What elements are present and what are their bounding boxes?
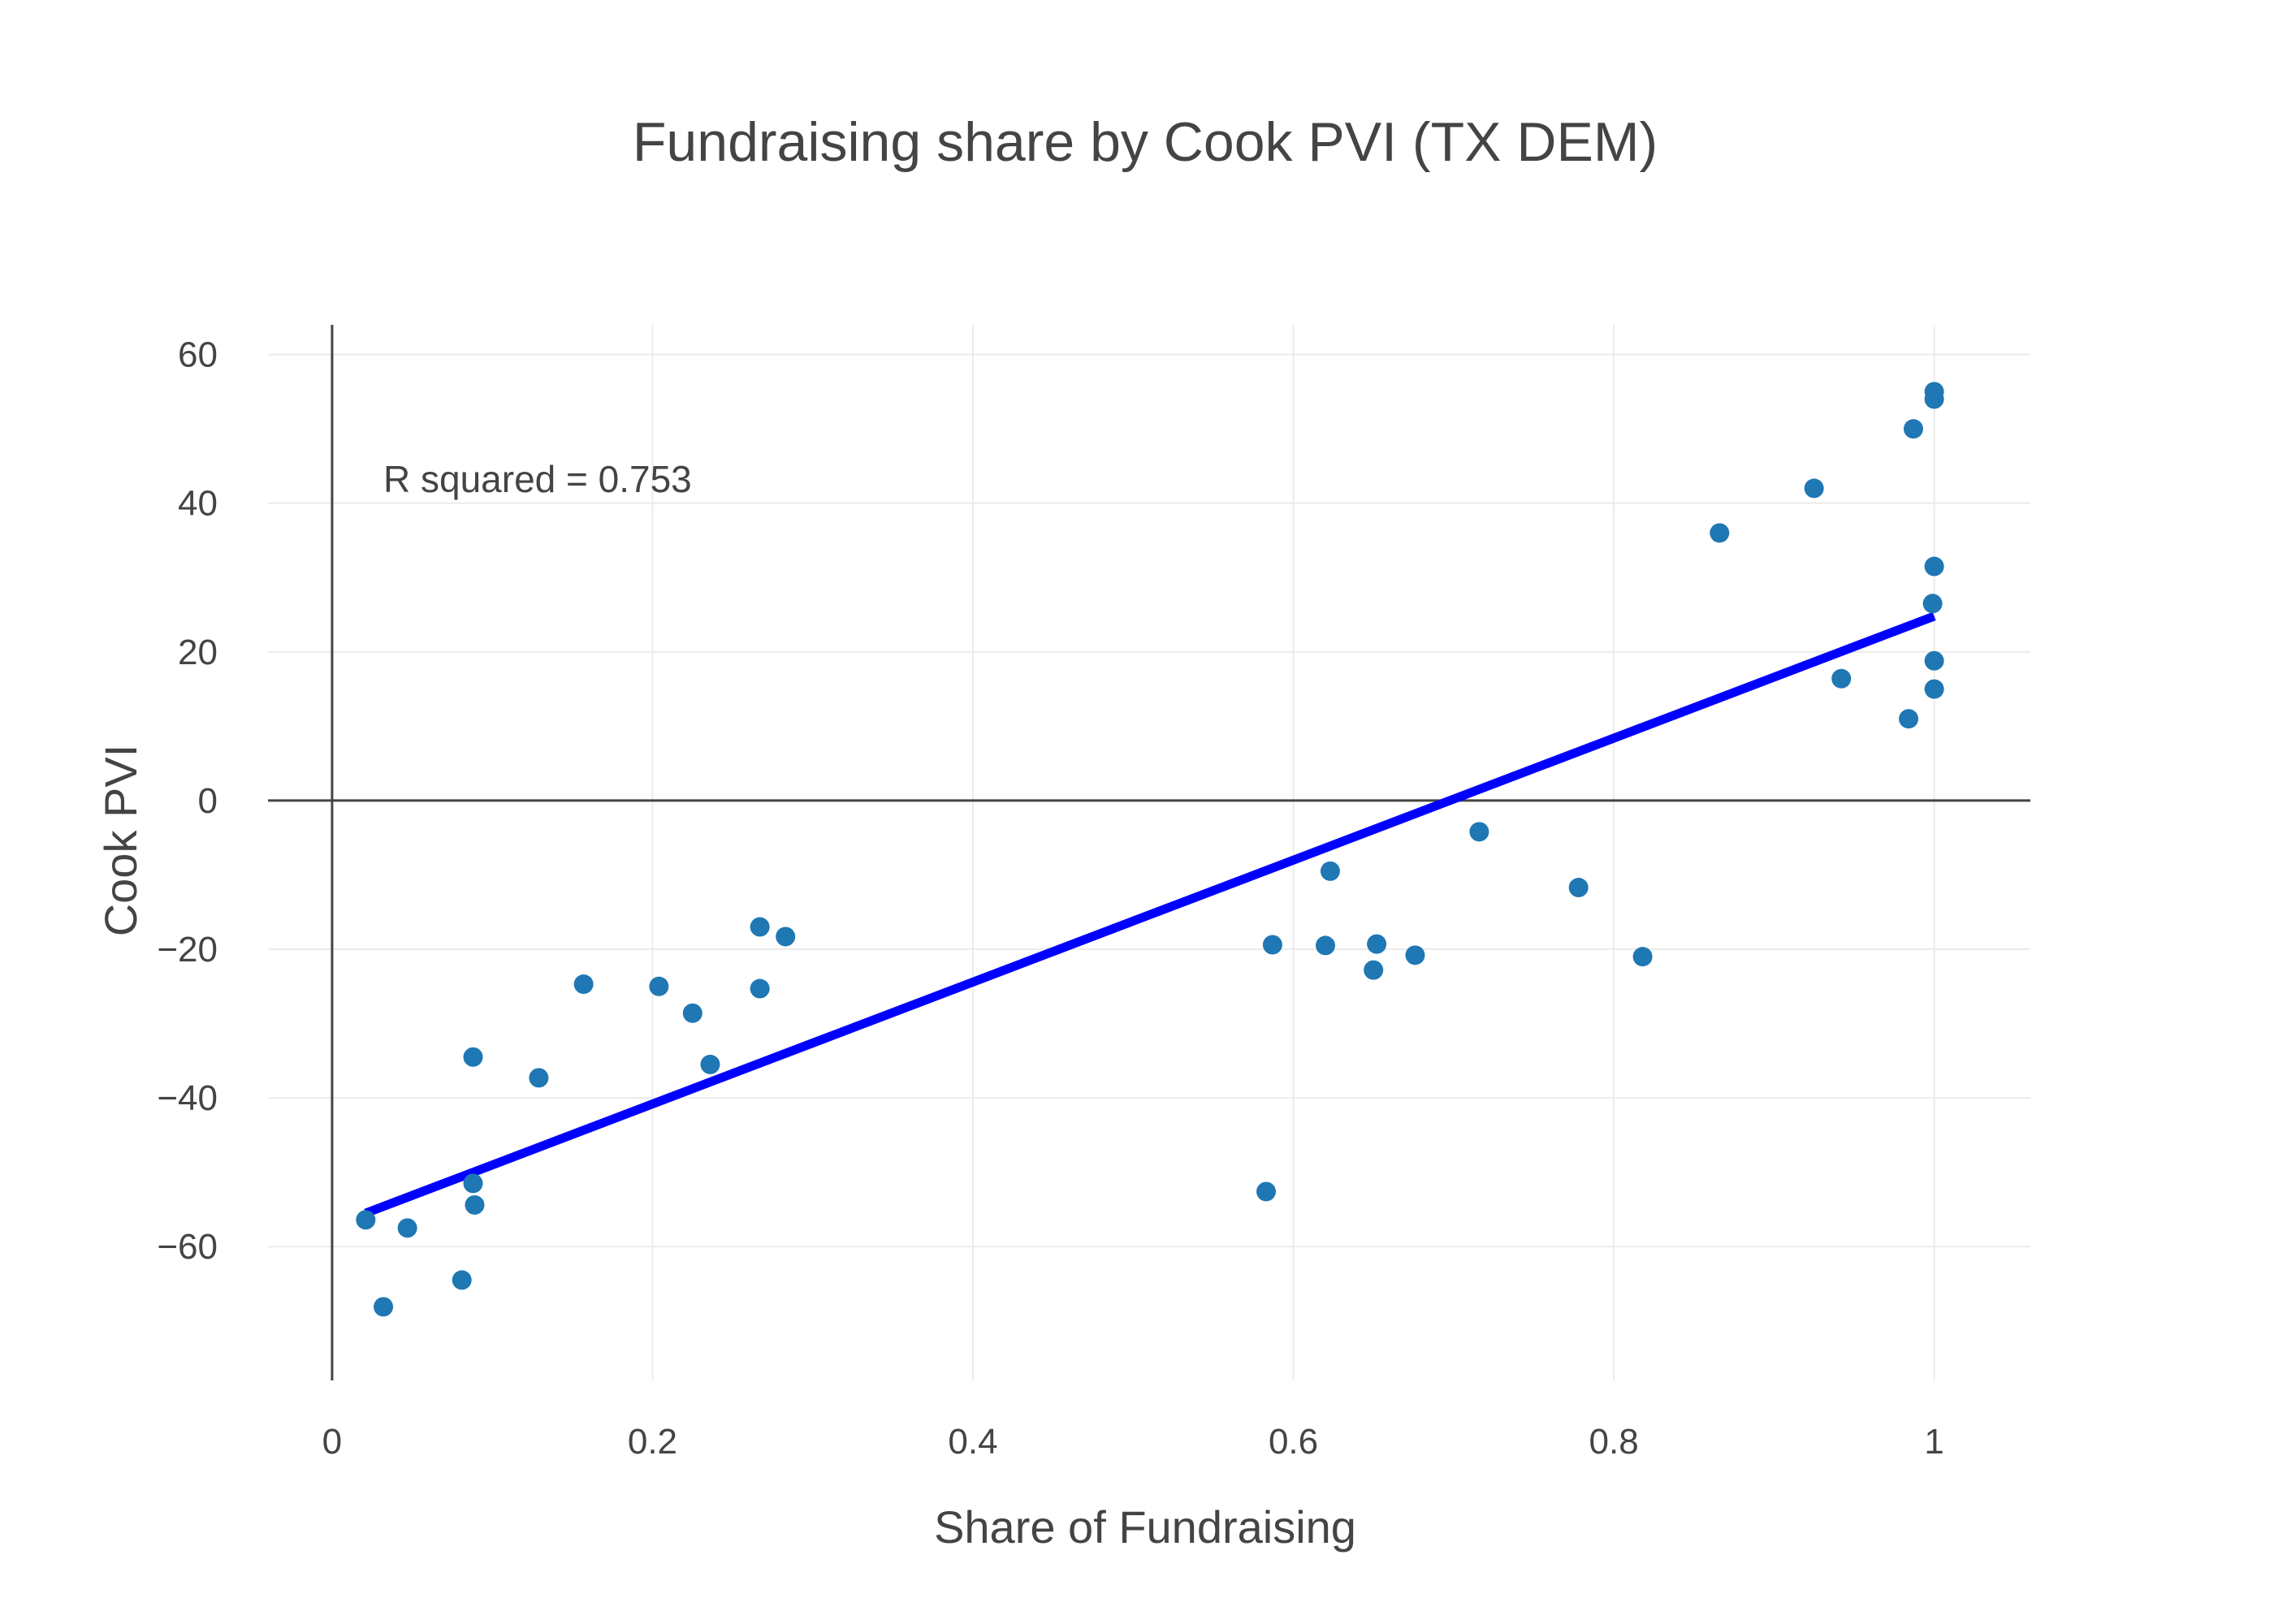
data-point (1924, 389, 1944, 409)
zero-lines (268, 325, 2030, 1380)
fit-line (364, 611, 1936, 1218)
y-tick-label: −40 (157, 1078, 218, 1118)
x-gridlines (651, 325, 1935, 1380)
data-point (1924, 679, 1944, 699)
data-point (1924, 556, 1944, 577)
y-tick-label: −20 (157, 930, 218, 970)
fit-line-group (364, 611, 1936, 1218)
data-point (1256, 1181, 1277, 1202)
data-point (700, 1054, 720, 1074)
y-tick-label: 40 (178, 484, 218, 524)
data-point (750, 917, 770, 937)
y-axis-title: Cook PVI (95, 745, 146, 937)
data-point (1804, 478, 1824, 499)
y-tick-label: 60 (178, 335, 218, 375)
y-tick-labels: −60 −40 −20 0 20 40 60 (157, 335, 218, 1268)
data-point (750, 978, 770, 999)
x-tick-label: 0 (322, 1422, 342, 1462)
y-tick-label: 20 (178, 633, 218, 672)
data-point (374, 1297, 394, 1317)
data-point (463, 1173, 483, 1194)
data-point (1710, 523, 1730, 543)
x-tick-label: 0.8 (1589, 1422, 1639, 1462)
data-point (356, 1210, 376, 1230)
data-point (1903, 419, 1923, 439)
data-point (776, 926, 796, 947)
x-tick-labels: 0 0.2 0.4 0.6 0.8 1 (322, 1422, 1944, 1462)
x-axis-title: Share of Fundraising (934, 1501, 1356, 1553)
chart-title: Fundraising share by Cook PVI (TX DEM) (633, 111, 1658, 173)
data-point (1262, 935, 1282, 955)
data-point (1405, 945, 1425, 965)
data-point (649, 976, 669, 996)
data-point (1316, 935, 1335, 956)
x-tick-label: 0.2 (628, 1422, 677, 1462)
data-point (1320, 861, 1340, 881)
data-point (1364, 960, 1384, 980)
y-tick-label: 0 (198, 781, 218, 821)
y-tick-label: −60 (157, 1227, 218, 1267)
x-tick-label: 0.4 (948, 1422, 997, 1462)
data-point (1831, 668, 1852, 689)
data-point (573, 974, 594, 995)
data-point (1632, 947, 1653, 967)
data-point (397, 1218, 417, 1238)
r-squared-annotation: R squared = 0.753 (383, 458, 692, 500)
data-point (682, 1003, 703, 1023)
data-point (529, 1068, 549, 1088)
data-point (465, 1194, 485, 1215)
data-point (1469, 822, 1489, 842)
data-point (1367, 934, 1387, 954)
data-point (1899, 709, 1919, 729)
data-point (1924, 650, 1944, 671)
x-tick-label: 1 (1924, 1422, 1943, 1462)
y-gridlines (268, 353, 2030, 1248)
data-point (463, 1047, 483, 1067)
data-point (1568, 878, 1589, 898)
scatter-points (356, 382, 1944, 1317)
data-point (452, 1270, 472, 1290)
x-tick-label: 0.6 (1269, 1422, 1318, 1462)
data-point (1922, 594, 1943, 614)
